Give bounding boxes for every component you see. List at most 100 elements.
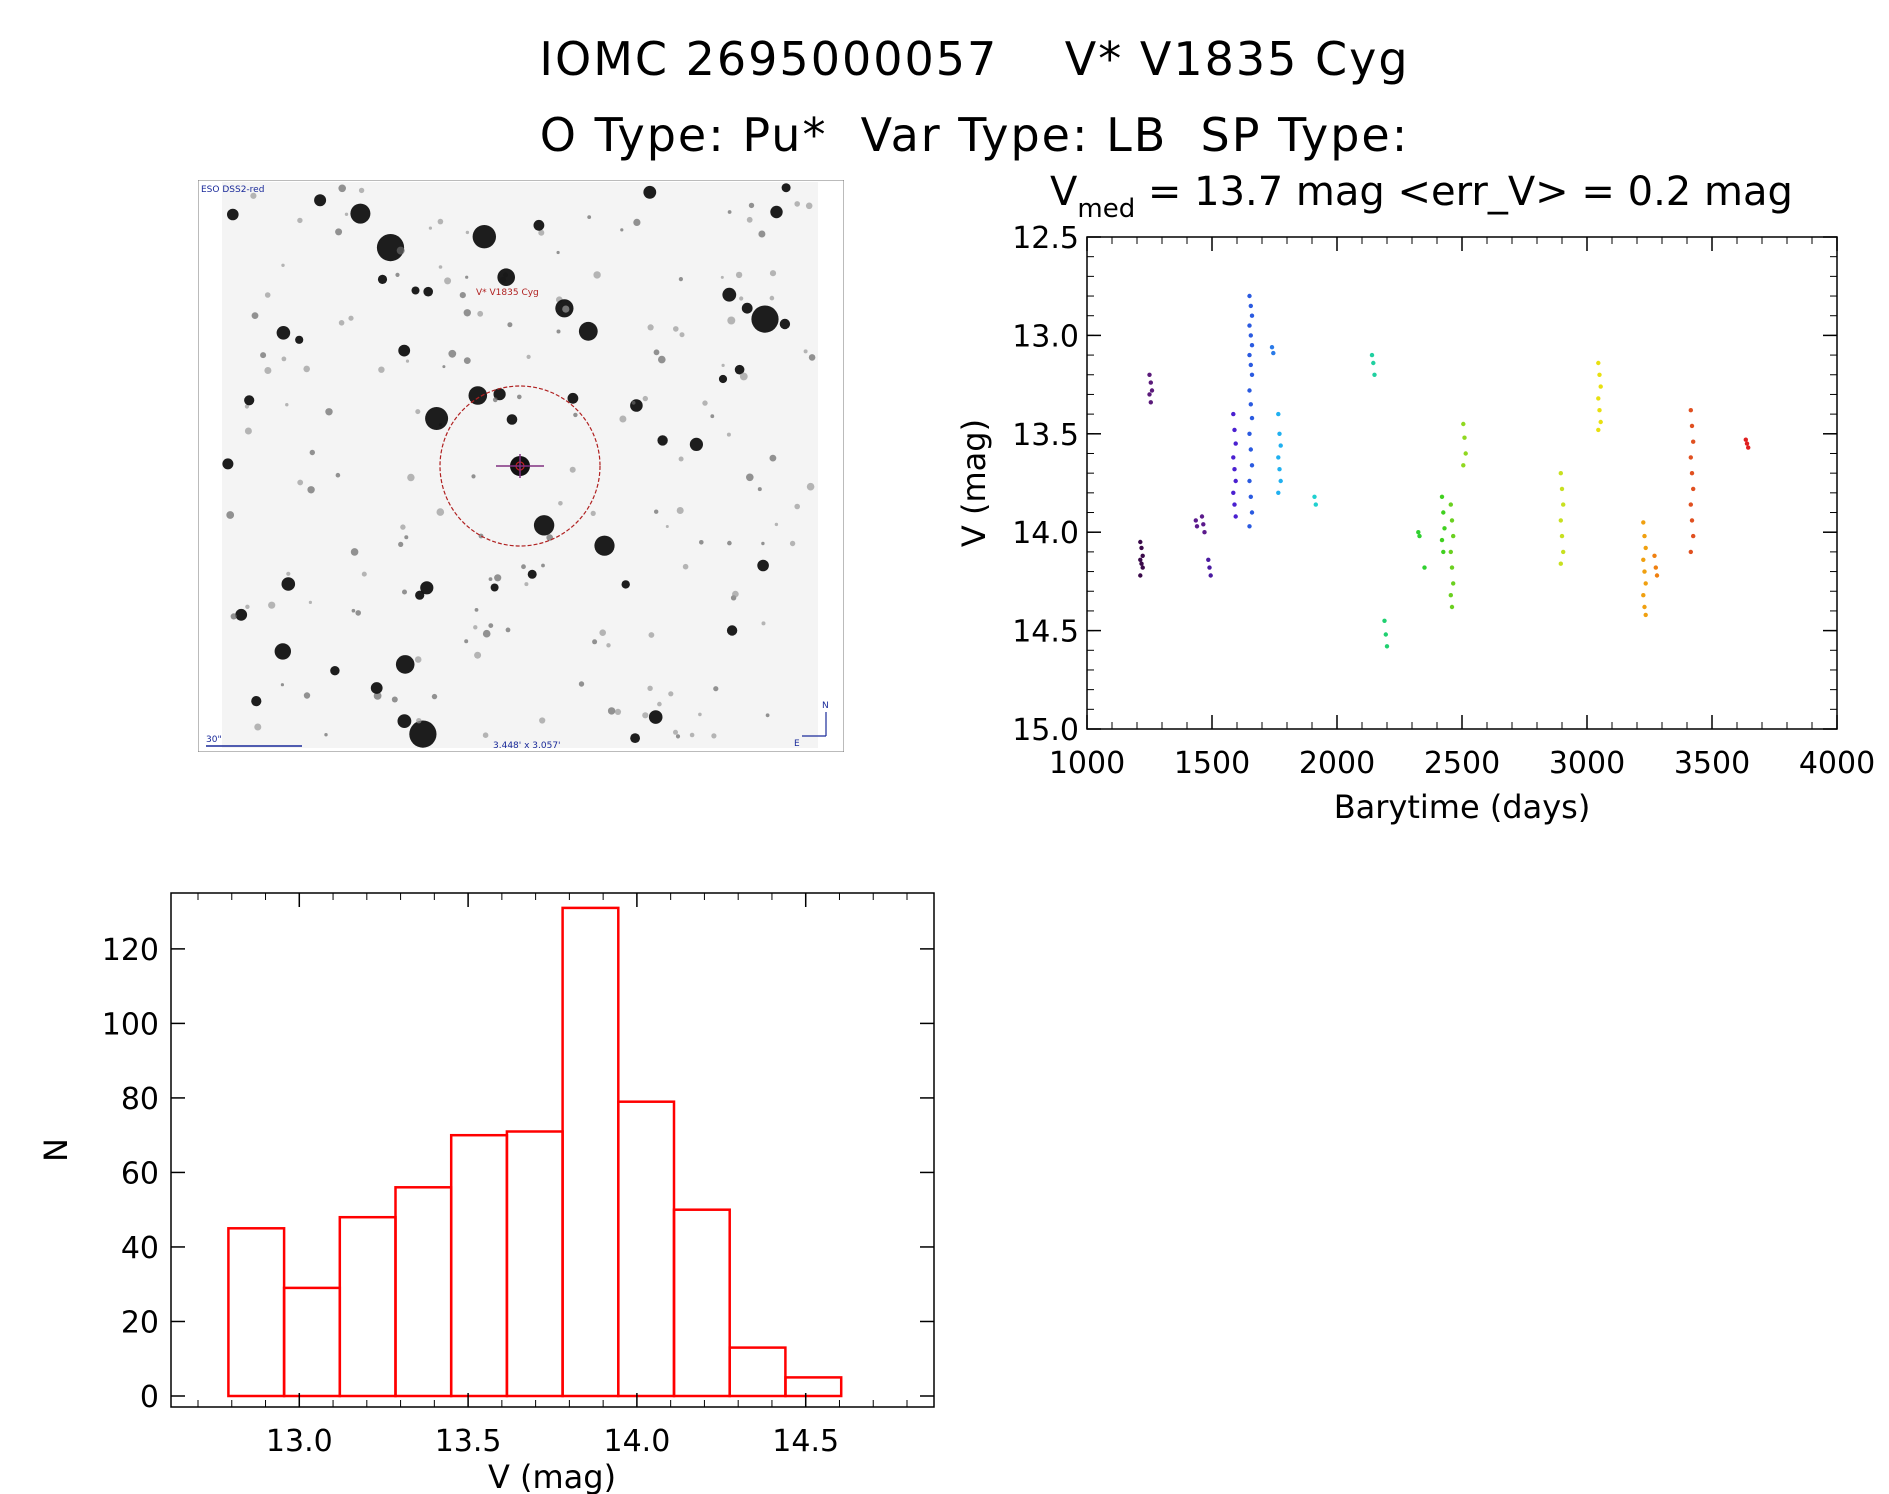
- histogram-x-label: V (mag): [488, 1458, 616, 1494]
- lc-data-point: [1461, 463, 1466, 468]
- star: [765, 713, 770, 718]
- lc-data-point: [1231, 411, 1236, 417]
- star: [245, 604, 250, 609]
- lc-data-point: [1688, 549, 1694, 555]
- lc-data-point: [1193, 518, 1199, 523]
- star: [281, 356, 287, 362]
- star: [251, 312, 259, 319]
- lc-y-tick-label: 13.5: [1012, 418, 1079, 453]
- star: [227, 208, 239, 221]
- star: [493, 388, 506, 401]
- star: [423, 286, 433, 297]
- histogram-bar: [784, 1376, 843, 1398]
- star: [578, 321, 598, 341]
- star: [668, 691, 674, 697]
- star: [348, 315, 354, 321]
- lc-data-point: [1691, 439, 1696, 444]
- lc-data-point: [1448, 593, 1454, 598]
- lc-y-tick-label: 14.5: [1012, 615, 1079, 650]
- lightcurve-y-label: V (mag): [955, 419, 993, 547]
- star: [482, 732, 489, 738]
- lc-data-point: [1247, 478, 1252, 484]
- lc-data-point: [1416, 530, 1421, 535]
- star: [376, 234, 405, 262]
- star: [477, 310, 484, 317]
- star: [558, 501, 563, 506]
- hist-x-tick-label: 13.0: [266, 1424, 333, 1459]
- lc-x-tick-label: 1000: [1049, 746, 1125, 781]
- star: [757, 559, 769, 572]
- star: [673, 326, 679, 332]
- lc-data-point: [1147, 392, 1152, 397]
- lc-x-tick-label: 2000: [1299, 746, 1375, 781]
- lc-data-point: [1276, 411, 1281, 417]
- lc-data-point: [1233, 478, 1238, 484]
- star: [355, 610, 361, 616]
- lc-data-point: [1448, 549, 1454, 555]
- star: [689, 732, 695, 738]
- lc-data-point: [1372, 372, 1377, 377]
- star: [377, 274, 388, 284]
- lc-data-point: [1744, 441, 1750, 446]
- lc-data-point: [1691, 533, 1696, 539]
- lc-data-point: [1276, 455, 1281, 460]
- star: [350, 203, 371, 224]
- star: [414, 656, 422, 663]
- star: [726, 625, 738, 636]
- star: [592, 639, 598, 645]
- lc-data-point: [1194, 524, 1200, 529]
- star: [303, 365, 310, 373]
- lc-data-point: [1641, 593, 1646, 598]
- star: [465, 275, 469, 279]
- lc-data-point: [1558, 561, 1564, 566]
- lc-data-point: [1558, 518, 1564, 523]
- lc-data-point: [1417, 533, 1422, 539]
- star: [465, 230, 470, 235]
- hist-y-tick-label: 40: [121, 1231, 159, 1266]
- page-subtitle: O Type: Pu* Var Type: LB SP Type:: [539, 108, 1410, 162]
- hist-y-tick-label: 60: [121, 1156, 159, 1191]
- lc-data-point: [1384, 644, 1390, 649]
- star: [746, 216, 753, 223]
- lc-data-point: [1233, 441, 1238, 446]
- lc-data-point: [1654, 573, 1660, 578]
- star: [682, 563, 689, 570]
- lc-data-point: [1247, 431, 1252, 436]
- star: [351, 608, 356, 613]
- star: [727, 316, 736, 325]
- lc-data-point: [1688, 455, 1694, 460]
- star: [621, 580, 630, 589]
- star: [276, 326, 291, 340]
- star: [739, 372, 748, 381]
- star: [281, 263, 285, 267]
- star: [739, 296, 744, 301]
- lc-data-point: [1558, 471, 1564, 476]
- hist-x-tick-label: 14.0: [604, 1424, 671, 1459]
- histogram-bar: [338, 1215, 397, 1398]
- lc-data-point: [1559, 533, 1565, 539]
- lc-data-point: [1278, 478, 1283, 484]
- lc-data-point: [1462, 435, 1467, 440]
- star: [370, 682, 383, 694]
- lc-data-point: [1248, 303, 1254, 309]
- star: [606, 643, 611, 648]
- star: [761, 621, 766, 626]
- lc-data-point: [1201, 522, 1206, 527]
- star: [285, 403, 289, 407]
- hist-y-tick-label: 0: [140, 1380, 159, 1415]
- lc-data-point: [1449, 565, 1455, 570]
- lc-data-point: [1688, 408, 1694, 413]
- histogram-bar: [617, 1100, 676, 1398]
- lc-data-point: [1247, 323, 1252, 328]
- star: [490, 583, 499, 592]
- star: [538, 229, 545, 236]
- star: [338, 320, 345, 326]
- lc-data-point: [1139, 561, 1144, 566]
- star: [309, 449, 315, 456]
- star: [642, 712, 649, 719]
- star: [734, 364, 745, 375]
- star: [492, 397, 498, 403]
- lc-data-point: [1269, 345, 1275, 350]
- lc-data-point: [1249, 510, 1255, 515]
- lc-data-point: [1249, 343, 1255, 348]
